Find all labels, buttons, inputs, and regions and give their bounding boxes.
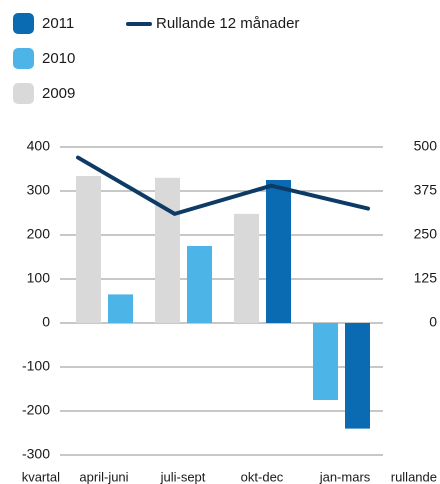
y2-tick-label: 0 [429, 314, 437, 330]
x-tick-label: juli-sept [160, 469, 206, 484]
x-axis-label-right: rullande [391, 469, 437, 484]
x-tick-label: jan-mars [319, 469, 371, 484]
legend-swatch [13, 13, 34, 34]
line-series [76, 155, 370, 216]
y-tick-label: -300 [22, 446, 50, 462]
y2-tick-label: 500 [414, 138, 438, 154]
y-tick-label: 300 [27, 182, 51, 198]
x-tick-label: april-juni [79, 469, 128, 484]
legend-swatch [13, 83, 34, 104]
y-tick-label: -100 [22, 358, 50, 374]
legend-label: 2011 [42, 15, 74, 32]
y2-tick-label: 375 [414, 182, 438, 198]
y2-tick-label: 250 [414, 226, 438, 242]
y-tick-label: 0 [42, 314, 50, 330]
legend-swatch [13, 48, 34, 69]
y-tick-label: 400 [27, 138, 51, 154]
legend-label: Rullande 12 månader [156, 15, 299, 32]
bar [234, 213, 259, 323]
x-tick-label: okt-dec [241, 469, 284, 484]
legend-label: 2010 [42, 50, 75, 67]
bar [76, 176, 101, 323]
bar [108, 294, 133, 323]
y2-tick-label: 125 [414, 270, 438, 286]
legend-label: 2009 [42, 85, 75, 102]
x-axis-label-left: kvartal [22, 469, 60, 484]
bar [266, 180, 291, 323]
bar [313, 323, 338, 400]
y-tick-label: 100 [27, 270, 51, 286]
bar [155, 177, 180, 323]
y-tick-label: 200 [27, 226, 51, 242]
bar [187, 246, 212, 323]
bar [345, 323, 370, 429]
y-tick-label: -200 [22, 402, 50, 418]
